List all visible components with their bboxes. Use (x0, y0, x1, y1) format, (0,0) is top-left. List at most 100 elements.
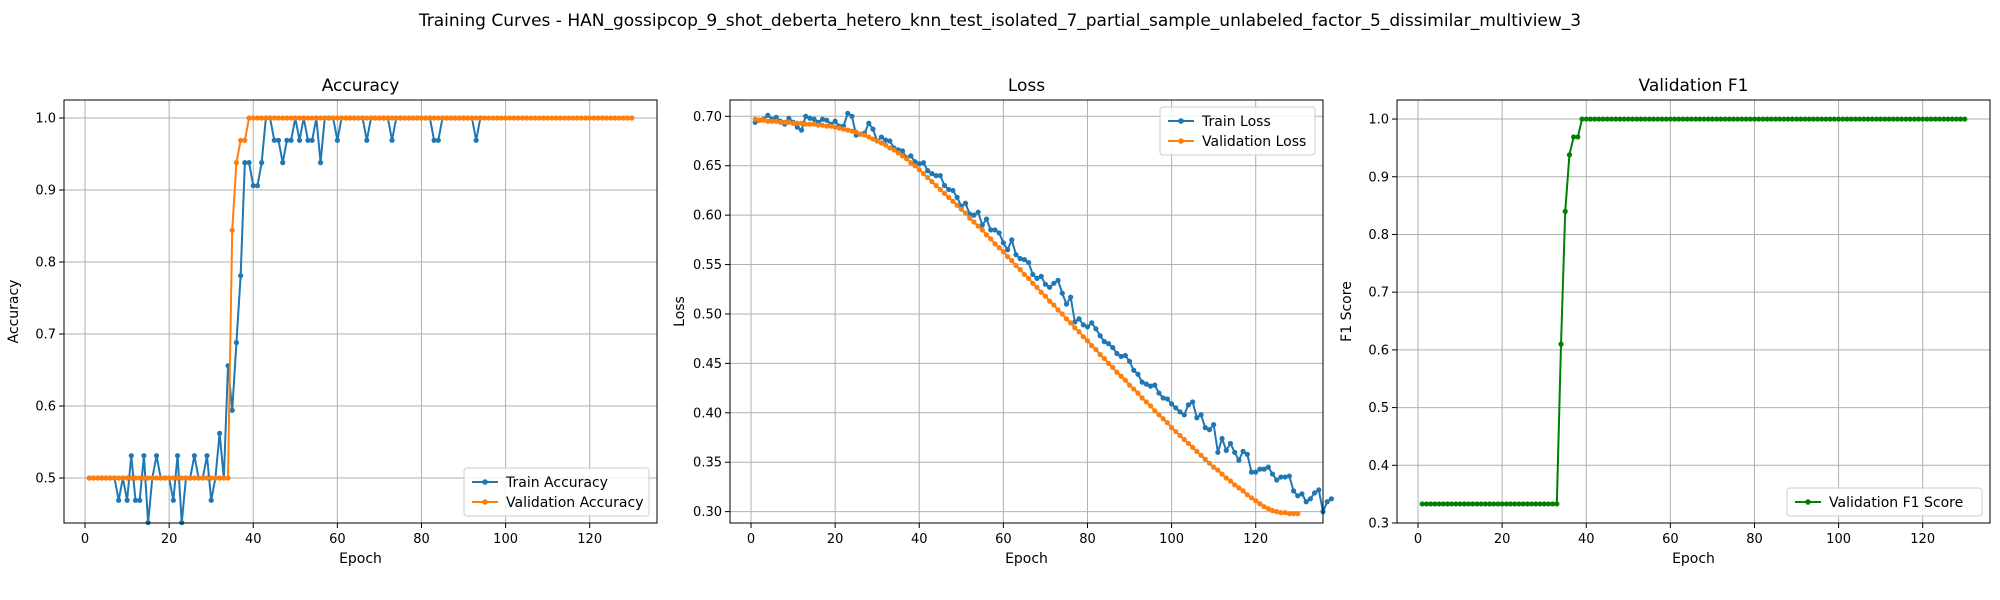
data-point (1524, 501, 1530, 507)
data-point (1202, 456, 1208, 462)
data-point (988, 227, 994, 233)
data-point (1126, 358, 1133, 365)
data-point (1286, 511, 1292, 517)
legend-entry-label: Train Loss (1201, 114, 1271, 130)
data-point (1198, 452, 1204, 458)
data-point (1047, 298, 1053, 304)
data-point (824, 117, 830, 123)
data-point (1520, 501, 1526, 507)
data-point (1608, 116, 1615, 122)
data-point (116, 497, 122, 503)
data-point (1055, 277, 1061, 283)
legend-entry-label: Train Accuracy (505, 475, 608, 491)
data-point (1878, 116, 1884, 122)
data-point (1600, 116, 1606, 122)
data-point (929, 178, 935, 185)
data-point (309, 115, 315, 121)
data-point (1181, 412, 1187, 418)
data-point (267, 115, 273, 121)
data-point (979, 227, 985, 233)
data-point (1173, 428, 1179, 435)
data-point (1751, 116, 1758, 122)
data-point (128, 475, 134, 481)
data-point (908, 153, 914, 159)
data-point (1629, 116, 1636, 122)
data-point (773, 114, 779, 120)
data-point (828, 123, 834, 129)
data-point (233, 160, 240, 166)
legend-box (463, 467, 650, 517)
data-point (132, 497, 139, 503)
data-point (99, 475, 105, 481)
data-point (916, 167, 922, 173)
data-point (460, 115, 467, 121)
data-point (423, 115, 429, 121)
data-point (1051, 302, 1057, 308)
data-point (1156, 412, 1162, 418)
data-point (1512, 501, 1518, 507)
data-point (1211, 464, 1217, 470)
data-point (1499, 501, 1505, 507)
data-point (824, 123, 830, 129)
data-point (280, 115, 286, 121)
data-point (1269, 508, 1276, 514)
data-point (1194, 415, 1200, 421)
data-point (845, 127, 851, 133)
data-point (473, 137, 479, 143)
data-point (498, 115, 504, 121)
data-point (360, 115, 366, 121)
data-point (1328, 496, 1335, 502)
legend-marker (1178, 138, 1184, 144)
data-point (1592, 116, 1598, 122)
data-point (1143, 399, 1149, 405)
data-point (1798, 116, 1804, 122)
data-point (1282, 510, 1288, 516)
data-point (1642, 116, 1648, 122)
data-point (128, 453, 134, 459)
data-point (1080, 322, 1086, 328)
data-point (1836, 116, 1842, 122)
data-point (313, 115, 319, 121)
data-point (1000, 240, 1006, 246)
data-point (1823, 116, 1829, 122)
data-point (975, 223, 981, 229)
x-tick-label: 60 (1662, 532, 1679, 547)
data-point (296, 137, 303, 143)
data-point (393, 115, 399, 121)
data-point (1160, 416, 1166, 422)
data-point (381, 115, 387, 121)
data-point (765, 118, 771, 124)
data-point (1126, 382, 1133, 388)
chart-accuracy: 0 20 40 60 80 100 120 0.5 0.6 0.7 0.8 0.9 1.0 Accurac… (6, 76, 658, 567)
data-point (1814, 116, 1821, 122)
data-point (1185, 402, 1192, 408)
data-point (1265, 506, 1271, 512)
data-point (1722, 116, 1728, 122)
data-point (1299, 491, 1305, 497)
data-point (1021, 271, 1027, 278)
data-point (1726, 116, 1732, 122)
data-point (908, 160, 914, 166)
data-point (343, 115, 349, 121)
data-point (225, 475, 231, 481)
legend-entry-label: Validation Accuracy (506, 495, 644, 511)
data-point (124, 497, 130, 503)
data-point (925, 174, 931, 181)
data-point (1617, 116, 1623, 122)
y-tick-label: 0.6 (1368, 343, 1389, 358)
data-point (811, 121, 817, 127)
data-point (1135, 371, 1141, 377)
data-point (1781, 116, 1787, 122)
data-point (233, 340, 240, 346)
y-tick-label: 0.70 (693, 110, 722, 125)
data-point (1089, 320, 1095, 326)
data-point (853, 129, 859, 135)
data-point (503, 115, 509, 121)
data-point (1227, 440, 1234, 447)
data-point (1638, 116, 1644, 122)
data-point (1232, 449, 1238, 455)
data-point (1491, 501, 1497, 507)
data-point (1206, 427, 1213, 433)
data-point (1604, 116, 1610, 122)
data-point (1185, 440, 1192, 447)
